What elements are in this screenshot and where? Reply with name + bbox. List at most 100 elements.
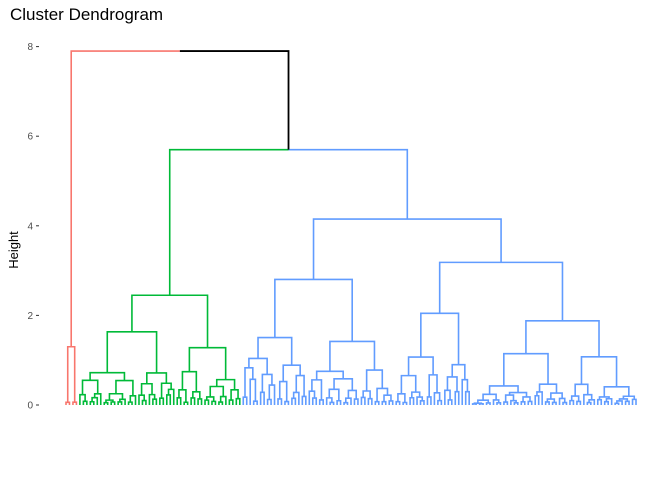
dendrogram-link — [488, 385, 519, 395]
dendrogram-link — [534, 394, 540, 405]
dendrogram-link — [284, 400, 290, 405]
dendrogram-link — [400, 374, 417, 394]
dendrogram-link — [367, 397, 373, 405]
dendrogram-link — [550, 392, 563, 400]
dendrogram-link — [315, 370, 344, 380]
dendrogram-link — [181, 370, 198, 392]
dendrogram-link — [105, 399, 114, 403]
dendrogram-link — [91, 396, 99, 405]
dendrogram-link — [228, 399, 234, 405]
dendrogram-link — [89, 371, 126, 381]
dendrogram-link — [103, 401, 109, 405]
dendrogram-link — [288, 148, 409, 220]
dendrogram-link — [603, 386, 630, 397]
dendrogram-link — [576, 400, 582, 405]
dendrogram-link — [115, 379, 134, 396]
dendrogram-link — [598, 396, 610, 400]
dendrogram-link — [159, 397, 165, 405]
dendrogram-link — [65, 401, 71, 405]
dendrogram-link — [70, 50, 180, 347]
dendrogram-link — [365, 369, 384, 392]
dendrogram-link — [510, 399, 517, 405]
dendrogram-link — [596, 398, 603, 405]
dendrogram-link — [574, 383, 589, 397]
dendrogram-link — [569, 399, 575, 405]
dendrogram-link — [588, 399, 596, 405]
dendrogram-link — [215, 378, 236, 390]
y-tick-label: 0 — [27, 401, 33, 412]
dendrogram-link — [183, 401, 189, 405]
dendrogram-link — [586, 401, 592, 405]
dendrogram-link — [211, 400, 217, 405]
y-axis: 0 2 4 6 8 Height — [6, 42, 39, 412]
dendrogram-link — [291, 397, 297, 405]
dendrogram-link — [282, 364, 301, 382]
dendrogram-link — [477, 399, 490, 404]
dendrogram-link — [520, 400, 526, 405]
dendrogram-link — [437, 399, 443, 405]
dendrogram-link — [138, 394, 146, 405]
dendrogram-link — [328, 388, 340, 401]
dendrogram-link — [192, 390, 201, 399]
dendrogram-link — [218, 401, 224, 405]
dendrogram-links — [65, 50, 637, 405]
dendrogram-link — [81, 379, 99, 395]
dendrogram-link — [508, 391, 528, 397]
y-tick-label: 6 — [27, 132, 33, 143]
dendrogram-link — [546, 398, 556, 403]
dendrogram-link — [444, 389, 451, 405]
dendrogram-link — [209, 385, 225, 397]
dendrogram-link — [248, 357, 268, 375]
dendrogram-link — [329, 401, 335, 405]
dendrogram-link — [141, 399, 147, 405]
dendrogram-link — [333, 378, 354, 391]
dendrogram-link — [446, 376, 458, 392]
dendrogram-link — [544, 401, 550, 405]
dendrogram-link — [478, 403, 484, 405]
dendrogram-link — [420, 312, 460, 365]
dendrogram-link — [522, 396, 531, 402]
dendrogram-link — [433, 392, 441, 405]
dendrogram-link — [160, 382, 172, 399]
dendrogram-link — [383, 394, 392, 402]
dendrogram-link — [252, 400, 258, 405]
dendrogram-link — [471, 403, 477, 405]
dendrogram-link — [409, 396, 415, 405]
dendrogram-link — [503, 401, 509, 405]
dendrogram-link — [580, 356, 618, 387]
dendrogram-link — [353, 398, 359, 405]
dendrogram-link — [259, 391, 265, 405]
dendrogram-link — [447, 399, 453, 405]
dendrogram-link — [72, 401, 78, 405]
dendrogram-link — [395, 400, 401, 405]
dendrogram-link — [407, 356, 434, 376]
dendrogram-link — [108, 392, 124, 401]
dendrogram-link — [482, 393, 497, 401]
dendrogram-link — [178, 389, 187, 403]
dendrogram-link — [360, 396, 366, 405]
dendrogram-link — [616, 400, 623, 405]
dendrogram-link — [235, 397, 241, 405]
dendrogram-link — [624, 400, 630, 405]
dendrogram-link — [381, 400, 387, 405]
dendrogram-link — [106, 331, 158, 373]
dendrogram-link — [308, 390, 316, 405]
dendrogram-link — [428, 374, 438, 397]
dendrogram-link — [551, 401, 557, 405]
dendrogram-link — [79, 393, 86, 405]
dendrogram-link — [152, 398, 158, 405]
dendrogram-link — [66, 345, 76, 403]
dendrogram-link — [558, 397, 566, 405]
dendrogram-link — [242, 396, 248, 405]
dendrogram-link — [397, 393, 406, 403]
dendrogram-link — [167, 388, 175, 405]
dendrogram-link — [146, 372, 168, 384]
dendrogram-link — [622, 395, 636, 400]
dendrogram-link — [268, 384, 276, 405]
dendrogram-link — [261, 373, 273, 393]
dendrogram-link — [129, 395, 137, 405]
dendrogram-link — [376, 387, 389, 402]
dendrogram-link — [347, 389, 358, 400]
dendrogram-link — [179, 50, 290, 150]
dendrogram-link — [583, 393, 593, 405]
